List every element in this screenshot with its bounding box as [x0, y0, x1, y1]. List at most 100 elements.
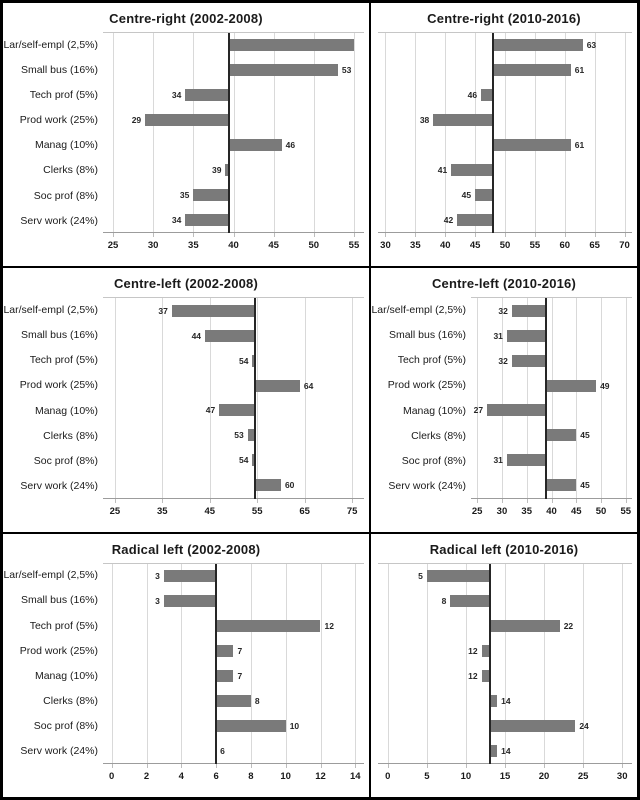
x-tick-mark	[576, 498, 578, 503]
x-tick-label: 70	[619, 240, 630, 252]
x-tick-label: 40	[228, 240, 239, 252]
bar-value-label: 12	[468, 670, 478, 681]
x-tick-mark	[465, 764, 467, 768]
bar	[433, 114, 494, 127]
bar-value-label: 54	[239, 455, 249, 466]
gridline	[526, 298, 528, 498]
bar	[490, 619, 560, 632]
category-label: Soc prof (8%)	[33, 454, 98, 467]
bar-value-label: 31	[493, 455, 503, 466]
x-tick-mark	[475, 233, 477, 238]
x-tick-label: 35	[521, 505, 533, 517]
chart-title: Centre-right (2002-2008)	[109, 11, 263, 26]
gridline	[505, 33, 506, 233]
category-label: Tech prof (5%)	[397, 354, 466, 367]
chart-body: Lar/self-empl (2,5%) Small bus (16%) Tech …	[3, 295, 369, 531]
bar-value-label: 31	[493, 330, 503, 341]
gridline	[250, 563, 252, 763]
category-label: Small bus (16%)	[20, 329, 98, 342]
bar	[481, 89, 494, 102]
category-label: Small bus (16%)	[20, 63, 98, 76]
bar	[457, 213, 494, 226]
category-axis: Lar/self-empl (2,5%) Small bus (16%) Tech …	[3, 297, 103, 498]
x-tick-label: 60	[559, 240, 571, 252]
x-tick-label: 15	[499, 771, 511, 782]
x-axis: 0 2 4 6 8 10 12 14	[103, 764, 364, 790]
gridline	[576, 298, 578, 498]
x-tick-label: 50	[308, 240, 320, 252]
bar-value-label: 7	[237, 645, 243, 656]
category-label: Lar/self-empl (2,5%)	[3, 569, 98, 582]
x-tick-mark	[193, 233, 195, 238]
x-tick-label: 14	[350, 771, 361, 782]
category-label: Lar/self-empl (2,5%)	[3, 38, 98, 51]
bar	[145, 114, 229, 127]
x-tick-label: 55	[348, 240, 360, 252]
bar-value-label: 27	[473, 405, 484, 416]
chart-title: Centre-left (2010-2016)	[431, 276, 577, 292]
gridline	[273, 33, 275, 233]
category-label: Clerks (8%)	[43, 429, 98, 442]
gridline	[285, 563, 287, 763]
x-tick-label: 30	[147, 240, 159, 252]
bar	[481, 669, 491, 682]
chart-title: Radical left (2002-2008)	[111, 541, 261, 557]
gridline	[534, 33, 536, 233]
x-tick-label: 55	[620, 505, 632, 517]
bar-value-label: 64	[303, 380, 314, 391]
gridline	[111, 563, 113, 763]
x-tick-mark	[209, 498, 211, 503]
category-axis	[371, 32, 378, 233]
x-tick-mark	[415, 233, 417, 238]
reference-baseline	[215, 563, 218, 764]
reference-baseline	[227, 33, 230, 234]
gridline	[594, 33, 596, 233]
gridline	[501, 298, 503, 498]
bar-value-label: 45	[580, 480, 590, 491]
bar-value-label: 45	[461, 189, 472, 200]
bar	[487, 404, 547, 417]
x-tick-label: 40	[439, 240, 451, 252]
x-tick-mark	[526, 498, 528, 503]
bar	[205, 329, 255, 342]
x-tick-mark	[273, 233, 275, 238]
bar	[546, 379, 597, 392]
bar-value-label: 37	[158, 305, 168, 316]
bar	[450, 595, 491, 608]
bar-value-label: 38	[419, 115, 430, 126]
bar	[490, 744, 498, 757]
bar-value-label: 14	[501, 695, 511, 706]
bar	[252, 354, 255, 367]
x-tick-mark	[551, 498, 553, 503]
bar	[511, 304, 547, 317]
bar	[185, 89, 229, 102]
bar-value-label: 41	[437, 165, 448, 176]
x-tick-mark	[445, 233, 447, 238]
plot-area: 53 34 29 46 39 35 34	[103, 32, 364, 234]
bar-value-label: 44	[191, 330, 202, 341]
x-tick-mark	[320, 764, 322, 768]
chart-panel-radical-left-2010-2016: Radical left (2010-2016) 5 8 22 12 12 14 24 14 …	[371, 533, 637, 797]
x-tick-mark	[387, 764, 389, 768]
bar	[254, 379, 300, 392]
category-label: Clerks (8%)	[411, 429, 466, 442]
category-axis: Lar/self-empl (2,5%) Small bus (16%) Tech …	[371, 297, 471, 498]
x-tick-mark	[250, 764, 252, 768]
gridline	[233, 33, 235, 233]
category-label: Soc prof (8%)	[401, 454, 466, 467]
category-axis: Lar/self-empl (2,5%) Small bus (16%) Tech …	[3, 563, 103, 764]
category-label: Serv work (24%)	[20, 480, 98, 493]
x-axis: 25 30 35 40 45 50 55	[103, 233, 364, 259]
x-tick-label: 8	[248, 771, 254, 782]
bar	[247, 429, 255, 442]
plot-area: 32 31 32 49 27 45 31 45	[471, 297, 632, 499]
bar	[490, 694, 498, 707]
x-axis: 25 35 45 55 65 75	[103, 498, 364, 525]
bar-value-label: 32	[498, 355, 508, 366]
bar	[506, 329, 547, 342]
category-label: Prod work (25%)	[19, 114, 98, 127]
gridline	[583, 563, 585, 763]
category-label: Tech prof (5%)	[29, 354, 98, 367]
bar	[228, 64, 338, 77]
plot-area: 3 3 12 7 7 8 10 6	[103, 562, 364, 764]
